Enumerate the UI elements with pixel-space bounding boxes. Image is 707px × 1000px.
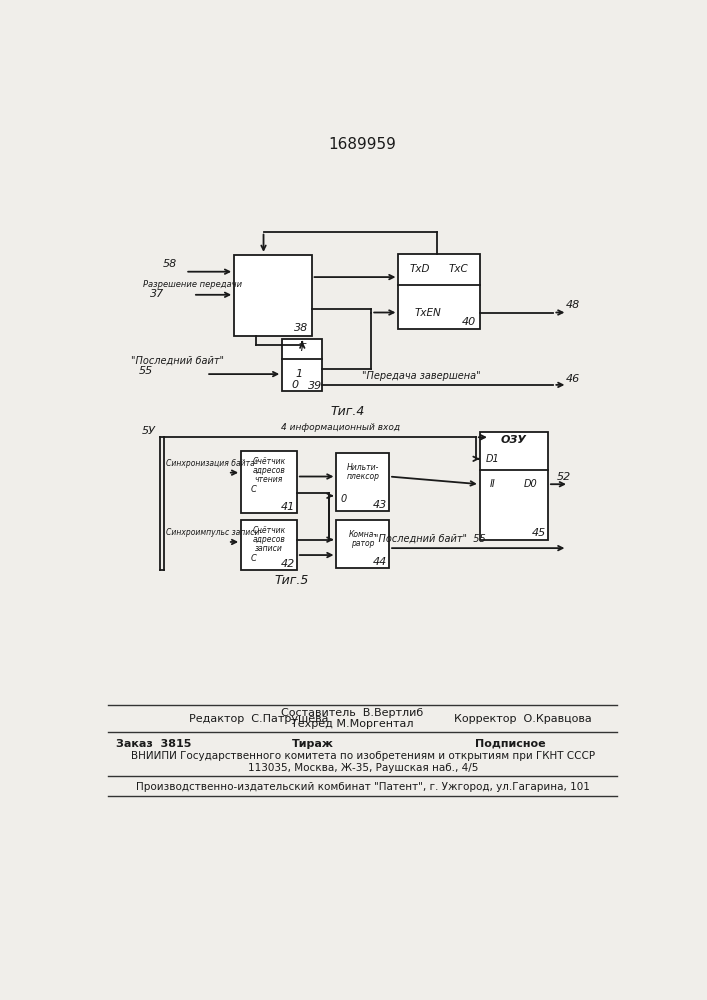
Bar: [480, 432, 548, 540]
Text: плексор: плексор: [346, 472, 379, 481]
Text: 45: 45: [532, 528, 546, 538]
Text: Корректор  О.Кравцова: Корректор О.Кравцова: [453, 714, 591, 724]
Text: Составитель  В.Вертлиб: Составитель В.Вертлиб: [281, 708, 423, 718]
Text: адресов: адресов: [252, 466, 286, 475]
Text: 37: 37: [151, 289, 165, 299]
Text: "Последний байт"  55: "Последний байт" 55: [373, 534, 485, 544]
Bar: [337, 453, 389, 511]
Bar: [241, 520, 297, 570]
Text: Заказ  3815: Заказ 3815: [115, 739, 191, 749]
Text: "Последний байт": "Последний байт": [131, 355, 224, 365]
Text: 41: 41: [281, 502, 295, 512]
Text: 43: 43: [373, 500, 387, 510]
Text: Разрешение передачи: Разрешение передачи: [143, 280, 242, 289]
Text: 52: 52: [557, 472, 571, 482]
Text: 40: 40: [462, 317, 476, 327]
Text: адресов: адресов: [252, 535, 286, 544]
Text: II: II: [489, 479, 495, 489]
Text: Комна-: Комна-: [349, 530, 377, 539]
Text: 5У: 5У: [142, 426, 156, 436]
Text: 1: 1: [296, 369, 303, 379]
Text: 44: 44: [373, 557, 387, 567]
Text: Подписное: Подписное: [475, 739, 546, 749]
Text: 39: 39: [308, 381, 322, 391]
Text: С: С: [250, 554, 257, 563]
Bar: [241, 451, 297, 513]
Bar: [282, 339, 322, 391]
Text: T: T: [299, 343, 305, 353]
Text: Синхроимпульс записи-: Синхроимпульс записи-: [166, 528, 262, 537]
Text: 4 информационный вход: 4 информационный вход: [281, 424, 399, 432]
Bar: [234, 255, 312, 336]
Text: Тираж: Тираж: [292, 739, 334, 749]
Text: С: С: [250, 485, 257, 494]
Text: 0: 0: [291, 380, 298, 390]
Text: 48: 48: [566, 300, 580, 310]
Text: 42: 42: [281, 559, 295, 569]
Text: ратор: ратор: [351, 539, 375, 548]
Text: Τиг.4: Τиг.4: [331, 405, 366, 418]
Bar: [398, 254, 480, 329]
Text: Счётчик: Счётчик: [252, 457, 286, 466]
Text: Редактор  С.Патрушева: Редактор С.Патрушева: [189, 714, 329, 724]
Text: Производственно-издательский комбинат "Патент", г. Ужгород, ул.Гагарина, 101: Производственно-издательский комбинат "П…: [136, 782, 590, 792]
Text: TxD: TxD: [410, 264, 431, 274]
Text: ВНИИПИ Государственного комитета по изобретениям и открытиям при ГКНТ СССР: ВНИИПИ Государственного комитета по изоб…: [131, 751, 595, 761]
Text: 0: 0: [341, 494, 347, 504]
Text: D0: D0: [524, 479, 538, 489]
Text: 55: 55: [139, 366, 153, 376]
Text: TxC: TxC: [449, 264, 469, 274]
Text: Счётчик: Счётчик: [252, 526, 286, 535]
Text: ОЗУ: ОЗУ: [501, 435, 527, 445]
Text: 38: 38: [293, 323, 308, 333]
Text: 58: 58: [163, 259, 177, 269]
Bar: [337, 520, 389, 568]
Text: чтения: чтения: [255, 475, 283, 484]
Text: "Передача завершена": "Передача завершена": [362, 371, 481, 381]
Text: 46: 46: [566, 374, 580, 384]
Text: Нильти-: Нильти-: [346, 463, 379, 472]
Text: Синхронизация байта*: Синхронизация байта*: [166, 459, 259, 468]
Text: 1689959: 1689959: [328, 137, 396, 152]
Text: TxEN: TxEN: [414, 308, 441, 318]
Text: Техред М.Моргентал: Техред М.Моргентал: [291, 719, 413, 729]
Text: D1: D1: [485, 454, 499, 464]
Text: записи: записи: [255, 544, 283, 553]
Text: 113035, Москва, Ж-35, Раушская наб., 4/5: 113035, Москва, Ж-35, Раушская наб., 4/5: [247, 763, 478, 773]
Text: Τиг.5: Τиг.5: [274, 574, 309, 587]
